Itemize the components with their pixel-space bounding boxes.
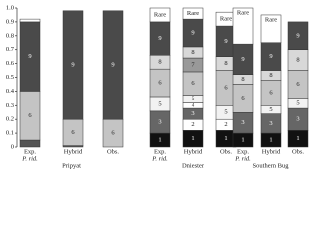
y-tick-label: 0.2 (6, 116, 14, 123)
y-tick-label: 0.3 (6, 102, 14, 109)
segment-label: 1 (241, 137, 244, 144)
bar-segment (19, 18, 41, 23)
segment-label: 9 (71, 61, 74, 68)
segment-label: 6 (296, 81, 300, 88)
chart: 0 0.1 0.2 0.3 0.4 0.5 0.6 0.7 0.8 0.9 1.0 Pripyat 6 9… (6, 4, 309, 169)
segment-label: Rare (220, 16, 232, 23)
segment-label: 8 (241, 76, 244, 83)
bar-segment (260, 14, 282, 43)
segment-label: Rare (237, 9, 249, 16)
segment-label: 9 (224, 38, 227, 45)
y-tick-label: 0.1 (6, 130, 14, 137)
y-tick-label: 0.8 (6, 32, 14, 39)
y-tick-label: 0.9 (6, 18, 14, 25)
segment-label: 6 (71, 129, 75, 136)
segment-label: 6 (28, 112, 32, 119)
segment-label: 9 (296, 32, 299, 39)
segment-label: Rare (187, 10, 199, 17)
bar-label: Obs. (292, 148, 304, 155)
segment-label: 9 (111, 61, 114, 68)
segment-label: 2 (191, 121, 194, 128)
bar-label: Hybrid (64, 148, 83, 155)
bar-segment (232, 7, 254, 45)
bar-label: Exp. (237, 148, 249, 155)
bar-segment (19, 139, 41, 148)
y-tick-label: 0.4 (6, 88, 15, 95)
segment-label: 9 (158, 35, 161, 42)
segment-label: 7 (191, 61, 195, 68)
segment-label: 1 (296, 135, 299, 142)
group-label: Pripyat (62, 162, 81, 169)
bar-label: Exp. (24, 148, 36, 155)
segment-label: 2 (224, 121, 227, 128)
bar-segment (149, 7, 171, 23)
bar-label: Exp. (154, 148, 166, 155)
y-tick-label: 1.0 (6, 4, 14, 11)
segment-label: 8 (224, 60, 227, 67)
segment-label: 3 (191, 110, 194, 117)
y-tick-label: 0 (11, 143, 14, 150)
segment-label: 3 (269, 120, 272, 127)
y-tick-label: 0.6 (6, 60, 15, 67)
bar-segment (182, 7, 204, 20)
segment-label: 5 (224, 109, 227, 116)
segment-label: Rare (265, 16, 277, 23)
y-tick-label: 0.7 (6, 46, 15, 53)
bar-label: Hybrid (262, 148, 281, 155)
bar-segment (102, 10, 124, 120)
segment-label: 8 (296, 57, 299, 64)
bar-label: P. rid. (234, 155, 251, 162)
segment-label: 9 (241, 56, 244, 63)
segment-label: 5 (192, 97, 195, 102)
segment-label: 1 (191, 135, 194, 142)
group-label: Dniester (182, 162, 205, 169)
bar-label: P. rid. (21, 155, 38, 162)
segment-label: 9 (28, 53, 31, 60)
segment-label: 6 (191, 80, 195, 87)
bar-label: Hybrid (184, 148, 203, 155)
segment-label: 8 (191, 49, 194, 56)
segment-label: 3 (158, 118, 161, 125)
segment-label: 5 (269, 106, 272, 113)
segment-label: 6 (241, 95, 245, 102)
bar-segment (287, 21, 309, 50)
segment-label: 6 (111, 130, 115, 137)
segment-label: 9 (191, 30, 194, 37)
segment-label: 6 (269, 89, 273, 96)
bar-segment (62, 10, 84, 120)
segment-label: 3 (296, 116, 299, 123)
bar-label: Obs. (220, 148, 232, 155)
segment-label: 5 (296, 100, 299, 107)
segment-label: 5 (158, 100, 161, 107)
segment-label: 1 (158, 137, 161, 144)
segment-label: 4 (192, 103, 195, 108)
segment-label: 8 (269, 72, 272, 79)
bar-label: P. rid. (151, 155, 168, 162)
segment-label: 8 (158, 59, 161, 66)
segment-label: 3 (241, 119, 244, 126)
y-tick-label: 0.5 (6, 74, 14, 81)
segment-label: 6 (158, 80, 162, 87)
segment-label: 9 (269, 53, 272, 60)
segment-label: 1 (224, 135, 227, 142)
bar-label: Obs. (107, 148, 119, 155)
segment-label: 6 (224, 84, 228, 91)
segment-label: 1 (269, 137, 272, 144)
group-label: Southern Bug (253, 162, 290, 169)
segment-label: Rare (154, 11, 166, 18)
page: 0 0.1 0.2 0.3 0.4 0.5 0.6 0.7 0.8 0.9 1.0 Pripyat 6 9… (5, 4, 309, 170)
